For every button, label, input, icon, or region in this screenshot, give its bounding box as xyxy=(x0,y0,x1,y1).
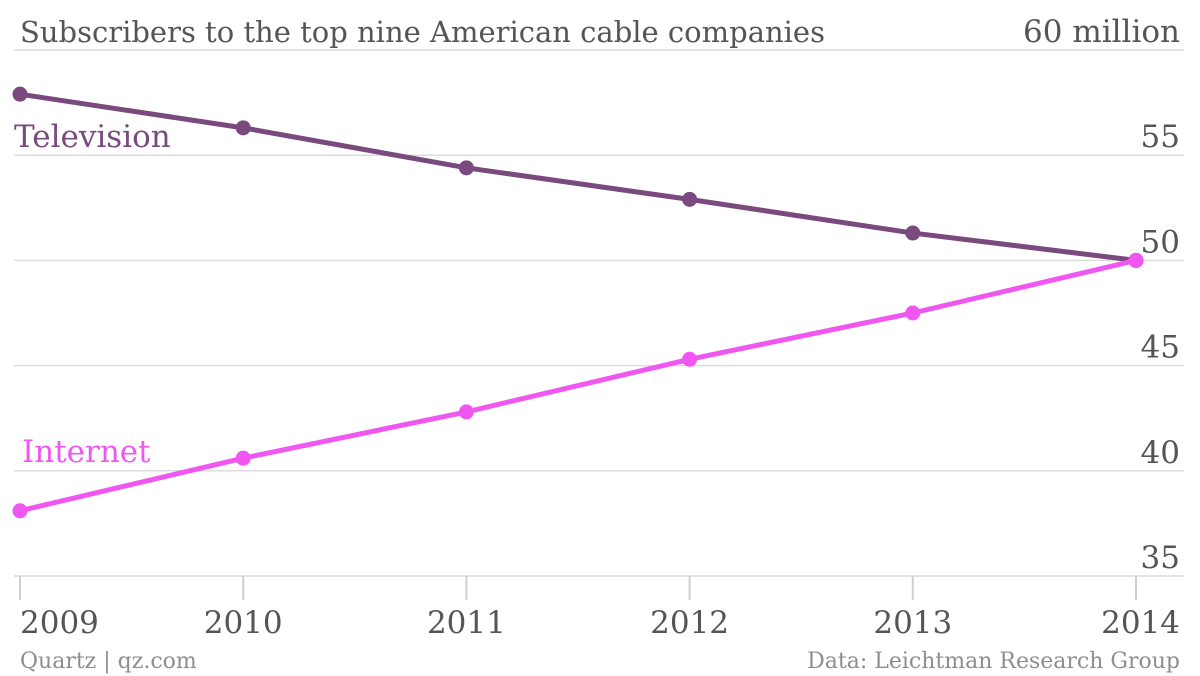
series-label-internet: Internet xyxy=(22,434,151,470)
x-tick-label-2011: 2011 xyxy=(427,605,506,641)
data-point-television-2009 xyxy=(12,86,28,102)
y-axis-labels: 55 50 45 40 35 60 million xyxy=(1023,14,1180,576)
data-point-internet-2009 xyxy=(12,503,28,519)
data-point-internet-2010 xyxy=(235,450,251,466)
data-point-television-2011 xyxy=(458,160,474,176)
chart-title: Subscribers to the top nine American cab… xyxy=(20,15,825,49)
series-line-television xyxy=(17,91,1139,263)
y-tick-label-45: 45 xyxy=(1141,330,1180,366)
y-tick-label-50: 50 xyxy=(1141,224,1180,260)
x-axis-tick-marks xyxy=(19,576,1137,600)
data-point-internet-2012 xyxy=(682,351,698,367)
data-point-internet-2014 xyxy=(1128,252,1144,268)
data-point-internet-2013 xyxy=(905,305,921,321)
x-axis-labels: 2009 2010 2011 2012 2013 2014 xyxy=(20,605,1180,641)
footer-source-left: Quartz | qz.com xyxy=(20,649,197,674)
gridlines xyxy=(14,49,1184,577)
y-tick-label-55: 55 xyxy=(1141,119,1180,155)
y-tick-label-60: 60 million xyxy=(1023,14,1180,50)
x-tick-label-2013: 2013 xyxy=(873,605,952,641)
y-tick-label-40: 40 xyxy=(1141,435,1180,471)
data-point-television-2013 xyxy=(905,225,921,241)
data-point-television-2012 xyxy=(682,191,698,207)
series-internet xyxy=(12,252,1144,519)
series-line-internet xyxy=(17,257,1139,514)
data-point-television-2010 xyxy=(235,120,251,136)
data-point-internet-2011 xyxy=(458,404,474,420)
series-label-television: Television xyxy=(14,119,171,155)
x-tick-label-2014: 2014 xyxy=(1101,605,1180,641)
x-tick-label-2009: 2009 xyxy=(20,605,99,641)
x-tick-label-2010: 2010 xyxy=(204,605,283,641)
x-tick-label-2012: 2012 xyxy=(650,605,729,641)
series-television xyxy=(12,86,1144,268)
series-layer xyxy=(12,86,1144,519)
footer-source-right: Data: Leichtman Research Group xyxy=(807,649,1180,674)
y-tick-label-35: 35 xyxy=(1141,540,1180,576)
